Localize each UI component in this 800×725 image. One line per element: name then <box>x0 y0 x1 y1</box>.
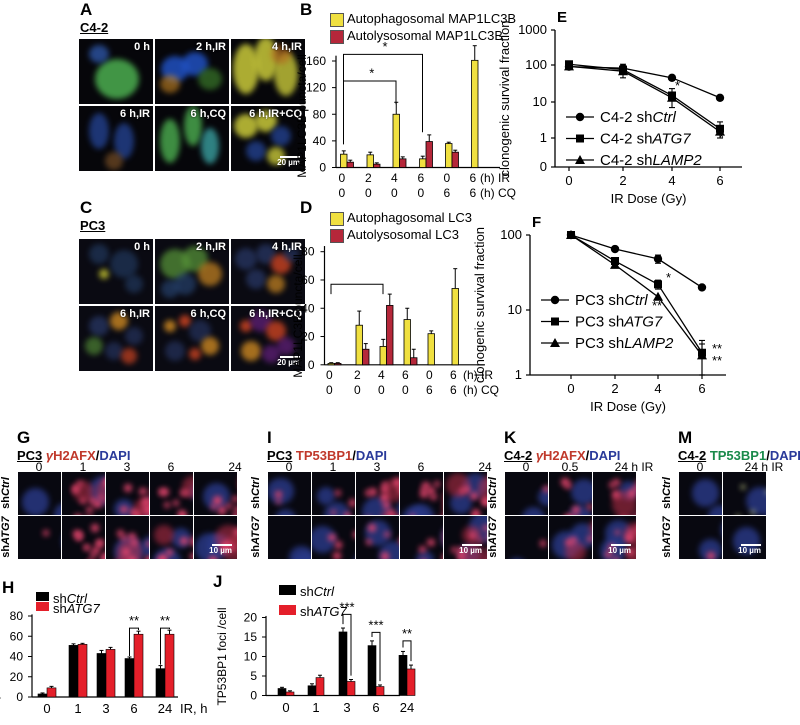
svg-text:**: ** <box>129 613 139 628</box>
svg-text:0: 0 <box>16 690 23 704</box>
svg-text:10: 10 <box>508 302 522 317</box>
svg-text:60: 60 <box>10 629 24 643</box>
svg-text:4: 4 <box>668 173 675 188</box>
svg-text:0: 0 <box>308 358 315 372</box>
svg-text:F: F <box>532 214 541 231</box>
svg-text:40: 40 <box>10 650 24 664</box>
svg-text:20: 20 <box>244 611 258 625</box>
svg-text:6: 6 <box>698 381 705 396</box>
svg-text:**: ** <box>160 613 170 628</box>
svg-text:PC3 shLAMP2: PC3 shLAMP2 <box>575 335 674 352</box>
svg-text:6: 6 <box>716 173 723 188</box>
svg-text:40: 40 <box>313 134 327 148</box>
svg-text:1000: 1000 <box>518 22 547 37</box>
svg-text:E: E <box>557 9 567 26</box>
svg-text:100: 100 <box>500 227 522 242</box>
svg-text:0: 0 <box>565 173 572 188</box>
svg-text:PC3 shATG7: PC3 shATG7 <box>575 314 663 331</box>
svg-text:PC3 shCtrl: PC3 shCtrl <box>575 292 648 309</box>
svg-text:γH2AFX foci/cell: γH2AFX foci/cell <box>0 612 1 700</box>
svg-text:20: 20 <box>10 670 24 684</box>
svg-text:clonogenic survival fraction: clonogenic survival fraction <box>497 20 512 176</box>
svg-text:120: 120 <box>306 81 326 95</box>
svg-text:**: ** <box>402 626 412 641</box>
svg-text:80: 80 <box>10 609 24 623</box>
svg-text:5: 5 <box>250 669 257 683</box>
svg-text:0: 0 <box>540 159 547 174</box>
svg-text:15: 15 <box>244 630 258 644</box>
svg-text:2: 2 <box>611 381 618 396</box>
svg-text:80: 80 <box>313 107 327 121</box>
svg-text:1: 1 <box>540 130 547 145</box>
svg-text:160: 160 <box>306 54 326 68</box>
svg-text:10: 10 <box>244 650 258 664</box>
svg-text:C4-2 shLAMP2: C4-2 shLAMP2 <box>600 152 702 169</box>
svg-text:***: *** <box>368 617 383 632</box>
svg-text:C4-2 shATG7: C4-2 shATG7 <box>600 131 691 148</box>
svg-text:IR Dose (Gy): IR Dose (Gy) <box>590 399 666 414</box>
svg-text:0: 0 <box>250 689 257 703</box>
svg-text:*: * <box>369 66 374 81</box>
svg-text:0: 0 <box>319 161 326 175</box>
svg-text:clonogenic survival fraction: clonogenic survival fraction <box>472 227 487 383</box>
svg-text:10: 10 <box>533 94 547 109</box>
svg-text:4: 4 <box>654 381 661 396</box>
svg-text:0: 0 <box>567 381 574 396</box>
svg-text:C4-2 shCtrl: C4-2 shCtrl <box>600 109 677 126</box>
svg-text:100: 100 <box>525 57 547 72</box>
svg-text:IR Dose (Gy): IR Dose (Gy) <box>611 191 687 206</box>
svg-text:2: 2 <box>619 173 626 188</box>
svg-text:TP53BP1 foci /cell: TP53BP1 foci /cell <box>215 607 229 705</box>
svg-text:1: 1 <box>515 367 522 382</box>
